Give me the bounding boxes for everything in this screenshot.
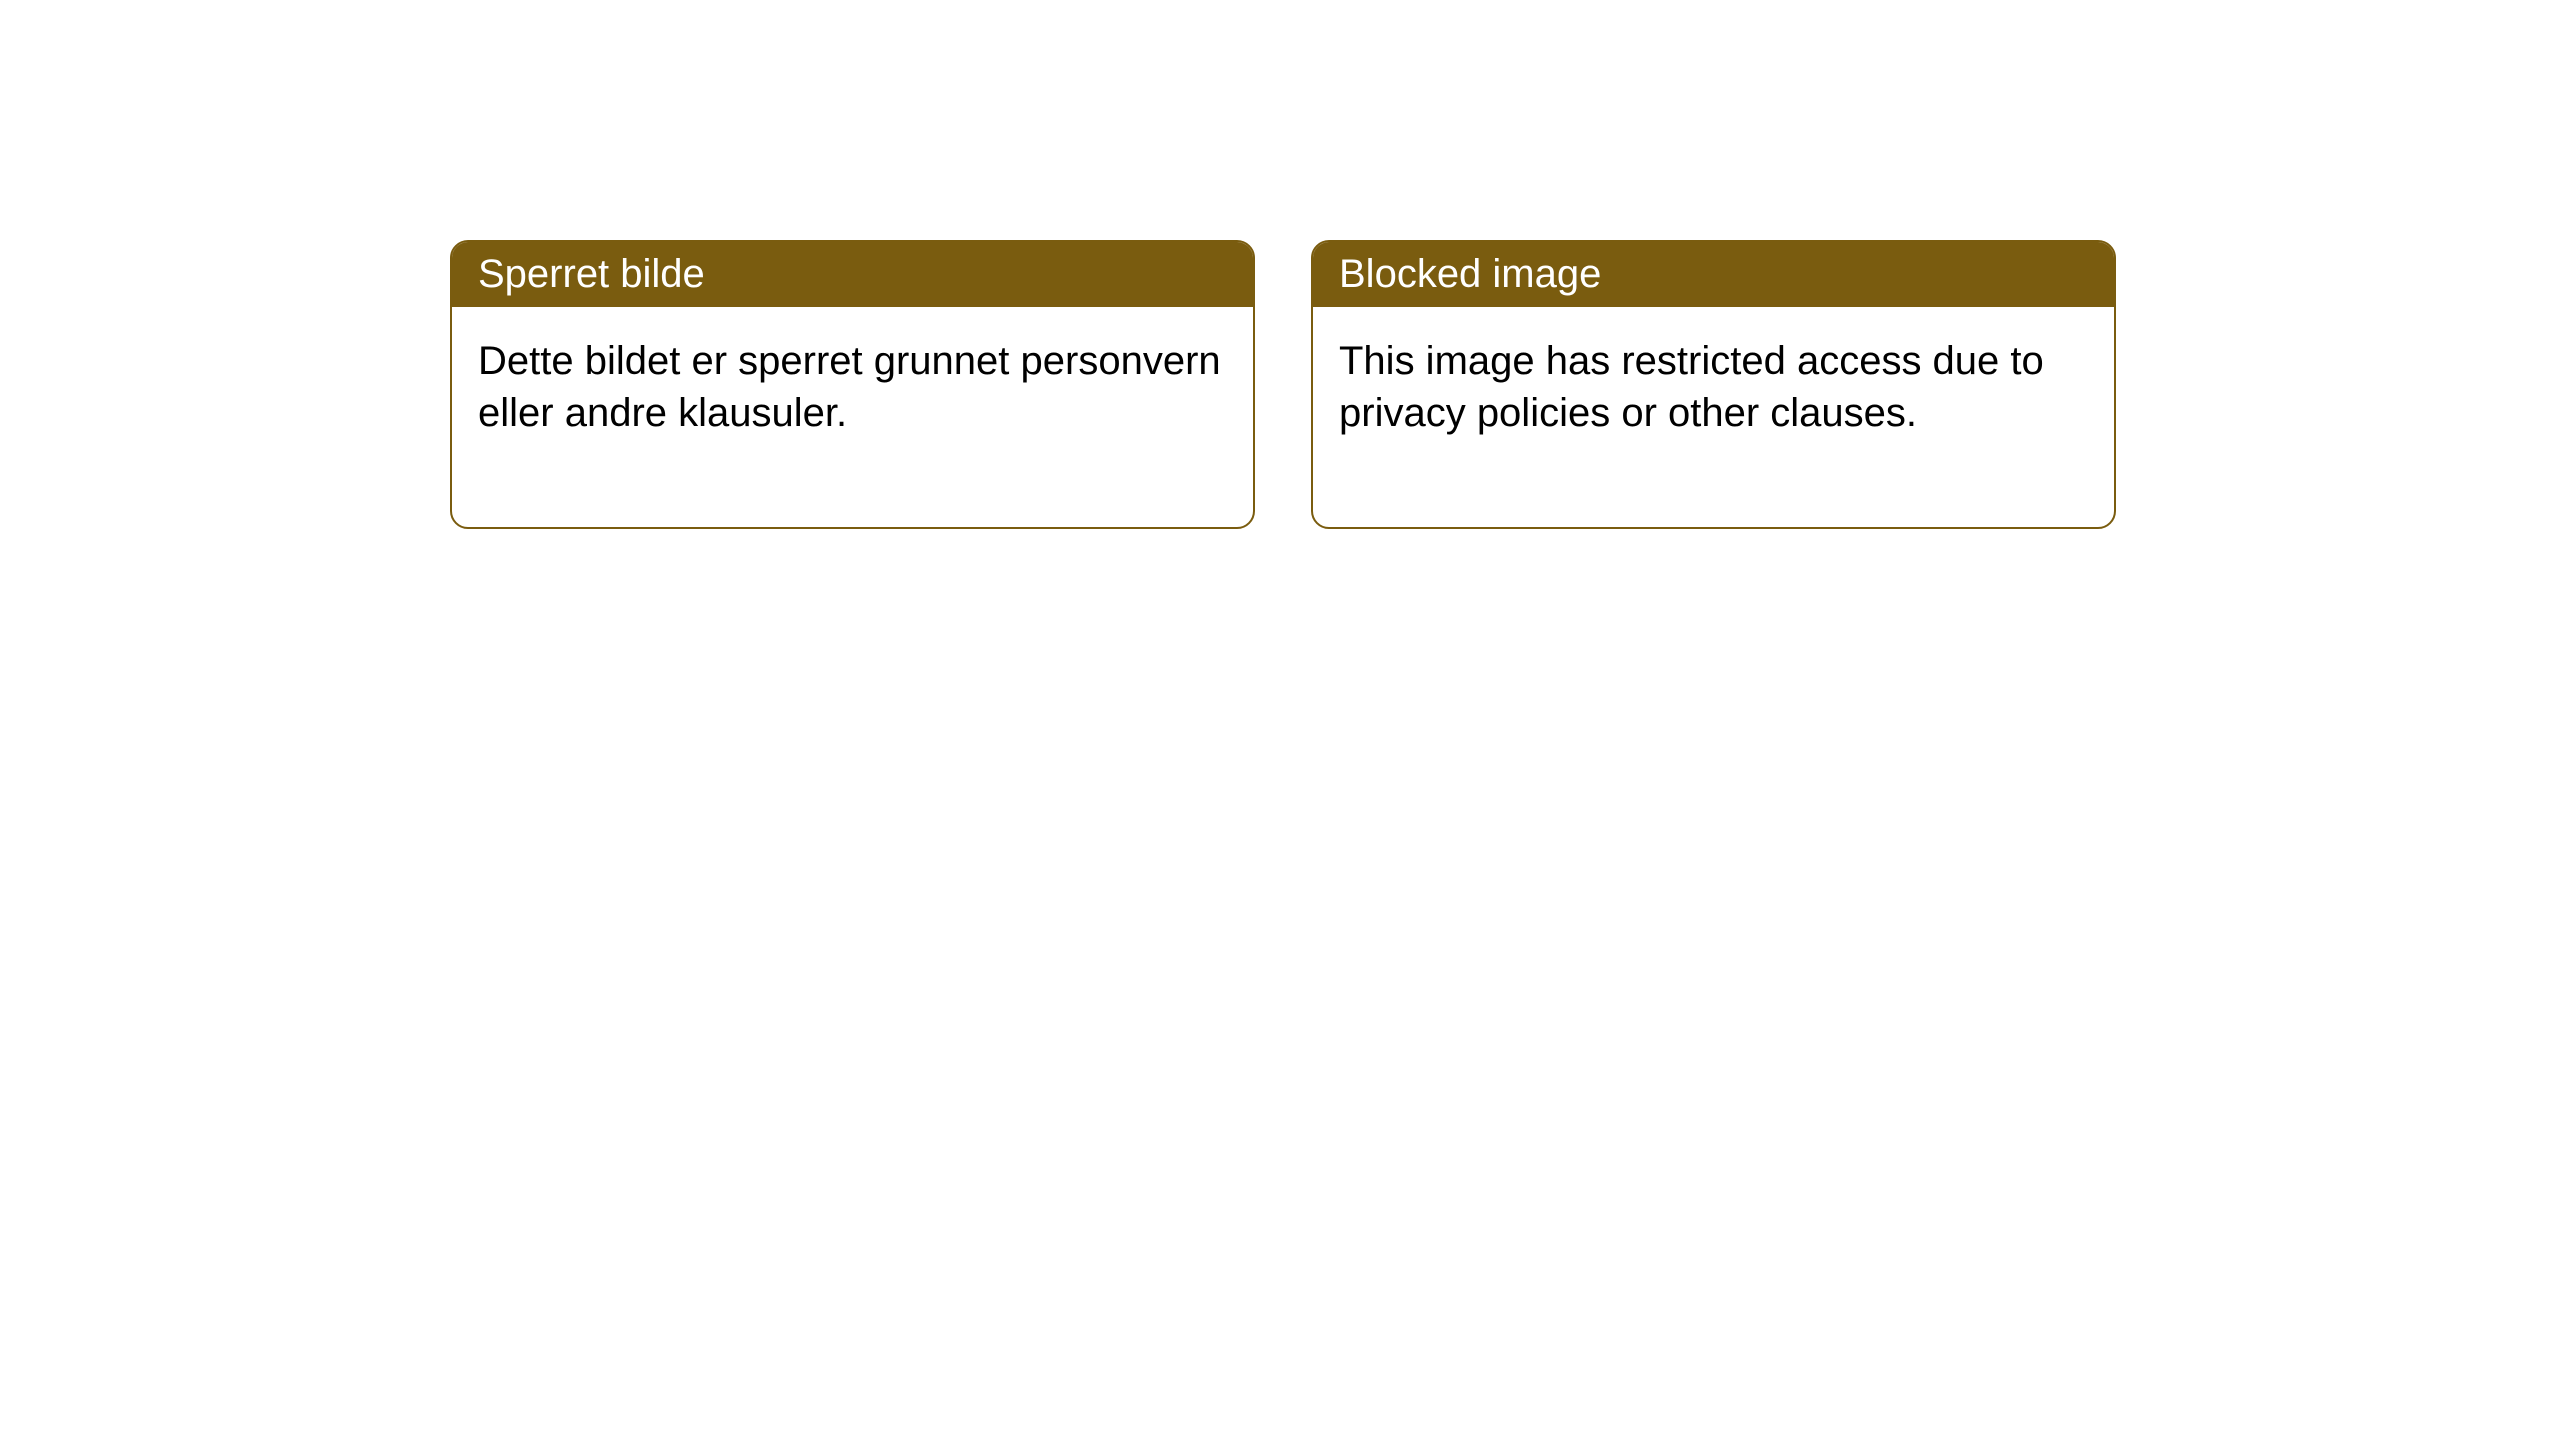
blocked-image-card-en: Blocked image This image has restricted … [1311, 240, 2116, 529]
blocked-image-card-no: Sperret bilde Dette bildet er sperret gr… [450, 240, 1255, 529]
card-body-text: Dette bildet er sperret grunnet personve… [452, 307, 1253, 527]
card-title: Blocked image [1313, 242, 2114, 307]
card-title: Sperret bilde [452, 242, 1253, 307]
notice-cards-container: Sperret bilde Dette bildet er sperret gr… [450, 240, 2116, 529]
card-body-text: This image has restricted access due to … [1313, 307, 2114, 527]
